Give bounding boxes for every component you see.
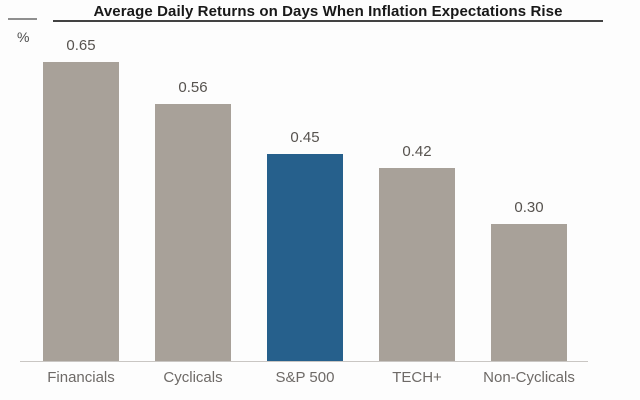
x-axis-baseline xyxy=(20,361,588,362)
chart-title: Average Daily Returns on Days When Infla… xyxy=(93,3,563,20)
category-axis: Financials Cyclicals S&P 500 TECH+ Non-Cycli… xyxy=(25,369,585,386)
x-tick-label-financials: Financials xyxy=(47,369,115,386)
plot-area: 0.65 0.56 0.45 0.42 0.30 xyxy=(25,37,585,362)
x-tick-label-tech: TECH+ xyxy=(392,369,442,386)
bar-group-tech: 0.42 xyxy=(361,143,473,362)
bar-group-non-cyclicals: 0.30 xyxy=(473,199,585,362)
bar-tech xyxy=(379,168,455,362)
bar-group-cyclicals: 0.56 xyxy=(137,79,249,362)
bar-group-s-p-500: 0.45 xyxy=(249,129,361,362)
bar-financials xyxy=(43,62,119,362)
bar-cyclicals xyxy=(155,104,231,362)
bar-value-label-non-cyclicals: 0.30 xyxy=(514,199,544,216)
bar-value-label-tech: 0.42 xyxy=(402,143,432,160)
bar-s-p-500 xyxy=(267,154,343,362)
bar-value-label-cyclicals: 0.56 xyxy=(178,79,208,96)
y-axis-unit-label: % xyxy=(17,29,30,45)
title-underline-rule xyxy=(53,20,603,22)
x-tick-label-s-p-500: S&P 500 xyxy=(275,369,335,386)
axis-header-rule xyxy=(8,18,37,20)
x-tick-label-non-cyclicals: Non-Cyclicals xyxy=(483,369,575,386)
bar-non-cyclicals xyxy=(491,224,567,362)
x-tick-label-cyclicals: Cyclicals xyxy=(163,369,223,386)
bar-group-financials: 0.65 xyxy=(25,37,137,362)
bar-value-label-s-p-500: 0.45 xyxy=(290,129,320,146)
bar-value-label-financials: 0.65 xyxy=(66,37,96,54)
